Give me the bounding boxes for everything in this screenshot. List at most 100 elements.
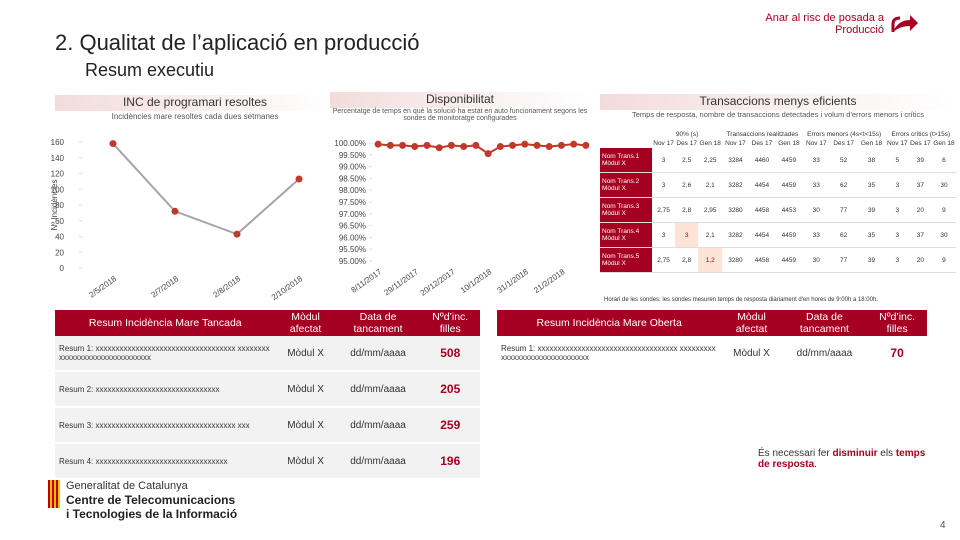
data-point xyxy=(435,144,443,152)
y-tick-label: 0 xyxy=(60,264,65,273)
tx-cell: 2,25 xyxy=(698,148,723,173)
tx-cell: 3280 xyxy=(722,247,749,273)
table-row: Resum 4: xxxxxxxxxxxxxxxxxxxxxxxxxxxxxxx… xyxy=(55,443,480,479)
column-header: Nºd’inc. filles xyxy=(420,310,480,336)
note-text: És necessari fer xyxy=(758,448,833,459)
data-point xyxy=(109,140,117,148)
tx-month-header: Des 17 xyxy=(833,140,854,147)
tx-cell: 2,1 xyxy=(698,222,723,248)
tx-cell: 33 xyxy=(802,148,830,173)
y-tick-label: 60 xyxy=(55,217,64,226)
page-number: 4 xyxy=(940,520,946,531)
note-text: els xyxy=(877,448,896,459)
column-header: Data de tancament xyxy=(781,310,868,336)
tx-row-name: Nom Trans.1 Mòdul X xyxy=(600,148,652,173)
x-tick-label: 2/8/2018 xyxy=(211,274,242,300)
note-verb: disminuir xyxy=(832,448,878,459)
data-point xyxy=(399,141,407,149)
table-row: Resum 1: xxxxxxxxxxxxxxxxxxxxxxxxxxxxxxx… xyxy=(55,336,480,371)
tx-cell: 2,5 xyxy=(675,148,699,173)
data-point xyxy=(484,150,492,158)
tx-cell: 30 xyxy=(931,222,956,248)
y-tick-label: 95.00% xyxy=(339,257,366,266)
tx-cell: 2,75 xyxy=(652,197,676,223)
tx-cell: 3 xyxy=(885,222,909,248)
title: 2. Qualitat de l’aplicació en producció xyxy=(55,30,420,55)
note-object: temps de resposta xyxy=(758,448,926,470)
tx-cell: 3 xyxy=(885,172,909,198)
tx-month-row: Nov 17 Des 17 Gen 18 Nov 17 Des 17 Gen 18 Nov … xyxy=(600,139,956,148)
y-tick-label: 98.00% xyxy=(339,186,366,195)
tx-cell: 33 xyxy=(802,222,830,248)
table-cell: dd/mm/aaaa xyxy=(350,419,406,431)
y-axis-label: Nº Incidències xyxy=(50,180,59,231)
arrow-icon[interactable] xyxy=(893,15,918,32)
data-point xyxy=(295,175,303,183)
column-header: Resum Incidència Mare Tancada xyxy=(55,310,276,336)
y-tick-label: 140 xyxy=(51,154,65,163)
tx-month-header: Nov 17 xyxy=(805,140,827,147)
blank xyxy=(600,130,652,139)
y-tick-label: 97.50% xyxy=(339,198,366,207)
tx-cell: 3282 xyxy=(722,222,749,248)
tx-cell: 39 xyxy=(857,247,886,273)
table-cell: 259 xyxy=(440,418,461,432)
data-point xyxy=(460,143,468,151)
open-table: Resum Incidència Mare Oberta Mòdul afecta… xyxy=(497,310,927,370)
tx-cell: 4459 xyxy=(775,247,803,273)
closed-table: Resum Incidència Mare Tancada Mòdul afect… xyxy=(55,310,480,480)
tx-title: Transaccions menys eficients xyxy=(600,94,956,110)
tx-row: Nom Trans.4 Mòdul X 3 3 2,1 3282 4454 4459 33 62… xyxy=(600,222,956,248)
x-tick-label: 21/2/2018 xyxy=(532,267,567,295)
tx-group-header: 90% (s) xyxy=(675,131,699,138)
column-header: Mòdul afectat xyxy=(275,310,336,336)
tx-cell: 2,1 xyxy=(698,172,723,198)
tx-cell: 2,8 xyxy=(675,197,699,223)
tx-cell: 2,6 xyxy=(675,172,699,198)
chart2-subtitle: Percentatge de temps en què la solució h… xyxy=(332,108,588,122)
tx-row-name: Nom Trans.3 Mòdul X xyxy=(600,197,652,223)
tx-row: Nom Trans.1 Mòdul X 3 2,5 2,25 3284 4460 4459 3… xyxy=(600,148,956,173)
tx-month-header: Nov 17 xyxy=(653,140,674,147)
data-point xyxy=(374,140,382,148)
tx-cell: 20 xyxy=(908,247,932,273)
tx-cell: 4454 xyxy=(748,172,776,198)
table-cell: Mòdul X xyxy=(287,419,324,431)
x-tick-label: 10/1/2018 xyxy=(459,267,494,295)
tx-cell: 2,75 xyxy=(652,247,676,273)
table-cell: 70 xyxy=(890,346,904,360)
table-row: Resum 2: xxxxxxxxxxxxxxxxxxxxxxxxxxxxxxx… xyxy=(55,371,480,407)
tx-cell: 4454 xyxy=(748,222,776,248)
table-cell: Resum 1: xxxxxxxxxxxxxxxxxxxxxxxxxxxxxxx… xyxy=(501,344,716,362)
data-point xyxy=(570,140,578,148)
tx-footnote: Horari de les sondes: les sondes mesuren… xyxy=(604,297,878,303)
data-point xyxy=(521,140,529,148)
header-row: Resum Incidència Mare Oberta Mòdul afecta… xyxy=(497,310,927,336)
arrow-stem xyxy=(891,16,901,32)
data-line xyxy=(378,143,586,155)
y-tick-label: 120 xyxy=(51,170,65,179)
data-point xyxy=(411,143,419,151)
tx-cell: 3 xyxy=(885,247,909,273)
tx-cell: 77 xyxy=(829,197,858,223)
table-cell: dd/mm/aaaa xyxy=(796,347,853,359)
data-point xyxy=(386,141,394,149)
table-cell: Mòdul X xyxy=(287,347,324,359)
y-tick-label: 80 xyxy=(55,201,64,210)
tx-month-header: Des 17 xyxy=(751,140,773,147)
note: És necessari fer disminuir els temps de … xyxy=(758,448,928,470)
table-cell: Mòdul X xyxy=(287,383,324,395)
tx-cell: 2,8 xyxy=(675,247,699,273)
table-cell: Mòdul X xyxy=(733,347,770,359)
tx-cell: 4458 xyxy=(748,197,776,223)
x-tick-label: 8/11/2017 xyxy=(349,267,383,295)
logo-line: i Tecnologies de la Informació xyxy=(66,507,238,521)
risk-link[interactable]: Anar al risc de posada a Producció xyxy=(765,12,884,36)
y-tick-label: 96.50% xyxy=(339,222,366,231)
y-tick-label: 160 xyxy=(51,138,65,147)
tx-cell: 4460 xyxy=(748,148,776,173)
tx-cell: 77 xyxy=(829,247,858,273)
y-tick-label: 96.00% xyxy=(339,233,366,242)
data-point xyxy=(582,141,590,149)
